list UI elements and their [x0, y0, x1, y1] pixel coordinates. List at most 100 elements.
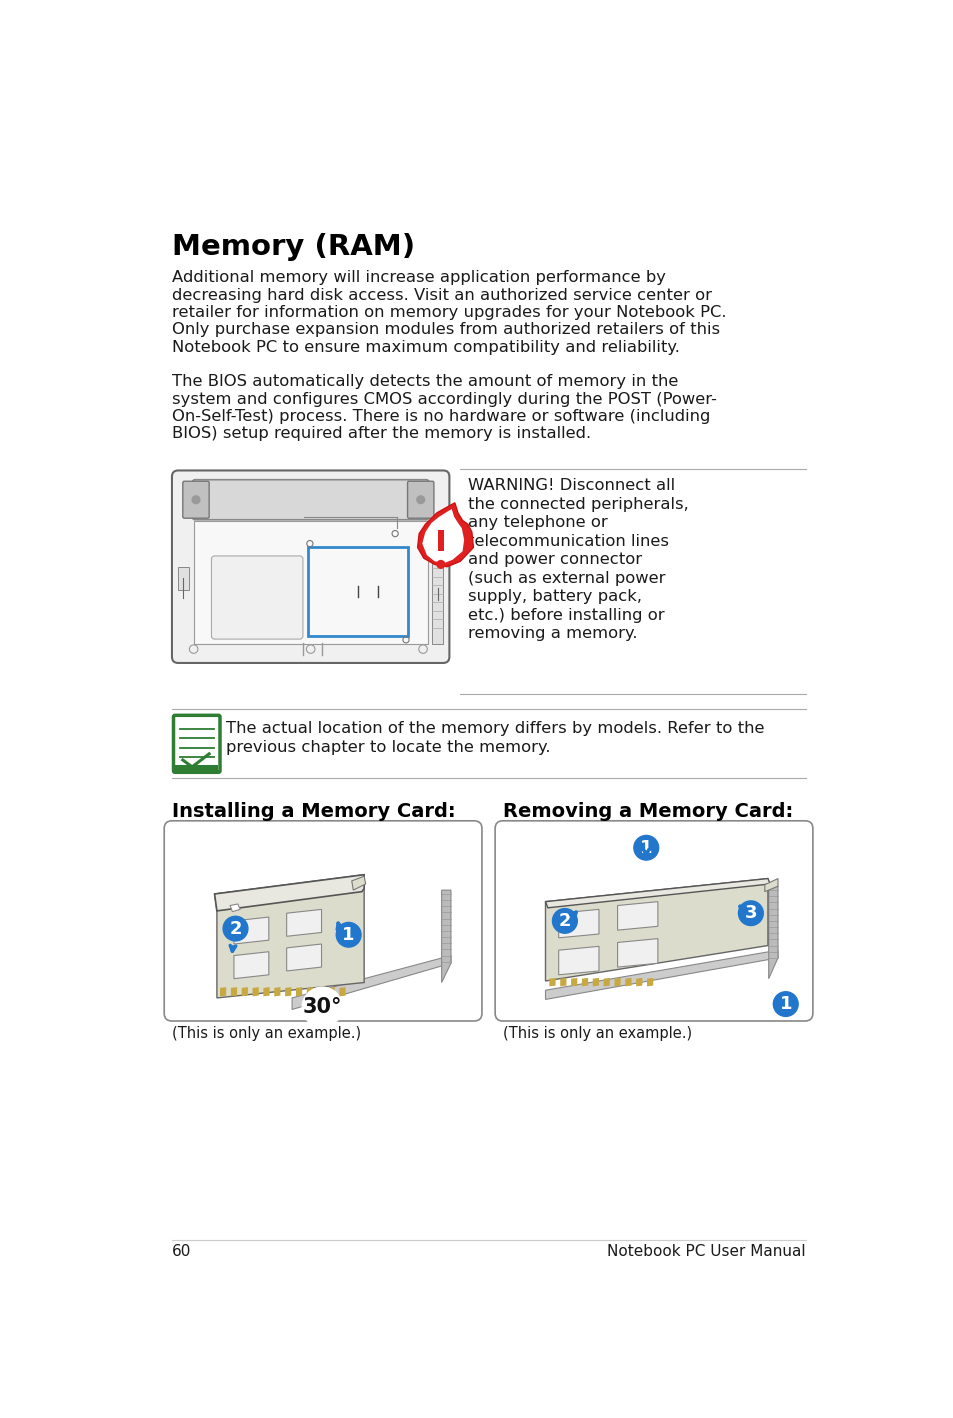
Text: (This is only an example.): (This is only an example.) [502, 1027, 691, 1041]
Polygon shape [646, 978, 653, 987]
Polygon shape [441, 891, 451, 983]
Circle shape [738, 900, 762, 926]
FancyBboxPatch shape [173, 715, 220, 773]
Polygon shape [636, 978, 641, 987]
Text: 1: 1 [779, 995, 791, 1012]
Circle shape [223, 916, 248, 942]
Circle shape [335, 923, 360, 947]
Polygon shape [545, 879, 769, 908]
Text: WARNING! Disconnect all: WARNING! Disconnect all [468, 478, 675, 493]
Text: system and configures CMOS accordingly during the POST (Power-: system and configures CMOS accordingly d… [172, 391, 716, 407]
Text: On-Self-Test) process. There is no hardware or software (including: On-Self-Test) process. There is no hardw… [172, 408, 710, 424]
Text: supply, battery pack,: supply, battery pack, [468, 588, 641, 604]
Circle shape [416, 496, 424, 503]
Text: retailer for information on memory upgrades for your Notebook PC.: retailer for information on memory upgra… [172, 305, 725, 320]
FancyBboxPatch shape [172, 471, 449, 664]
Polygon shape [292, 956, 451, 1010]
Bar [174, 766, 218, 771]
Text: removing a memory.: removing a memory. [468, 625, 637, 641]
Polygon shape [549, 978, 555, 987]
Polygon shape [545, 879, 767, 981]
Polygon shape [295, 987, 302, 997]
Text: any telephone or: any telephone or [468, 515, 607, 530]
FancyBboxPatch shape [212, 556, 303, 640]
Text: and power connector: and power connector [468, 552, 641, 567]
Text: 60: 60 [172, 1245, 192, 1259]
Text: 1: 1 [342, 926, 355, 944]
Polygon shape [230, 903, 240, 912]
Circle shape [192, 496, 199, 503]
Text: etc.) before installing or: etc.) before installing or [468, 607, 664, 623]
Polygon shape [233, 917, 269, 944]
Text: Notebook PC User Manual: Notebook PC User Manual [607, 1245, 805, 1259]
Polygon shape [307, 987, 313, 997]
Polygon shape [581, 978, 587, 987]
Bar [307, 547, 408, 637]
Text: decreasing hard disk access. Visit an authorized service center or: decreasing hard disk access. Visit an au… [172, 288, 711, 302]
Polygon shape [328, 987, 335, 997]
Polygon shape [286, 944, 321, 971]
FancyBboxPatch shape [183, 481, 209, 518]
Circle shape [633, 835, 658, 861]
Polygon shape [617, 939, 658, 967]
Bar [437, 530, 443, 552]
Text: Notebook PC to ensure maximum compatibility and reliability.: Notebook PC to ensure maximum compatibil… [172, 339, 679, 354]
Text: Removing a Memory Card:: Removing a Memory Card: [502, 801, 792, 821]
Polygon shape [352, 876, 365, 891]
Text: telecommunication lines: telecommunication lines [468, 533, 668, 549]
Text: Memory (RAM): Memory (RAM) [172, 234, 415, 261]
Text: The BIOS automatically detects the amount of memory in the: The BIOS automatically detects the amoun… [172, 374, 678, 389]
Polygon shape [558, 909, 598, 937]
Text: BIOS) setup required after the memory is installed.: BIOS) setup required after the memory is… [172, 427, 591, 441]
Text: Only purchase expansion modules from authorized retailers of this: Only purchase expansion modules from aut… [172, 322, 720, 337]
Circle shape [773, 991, 798, 1017]
Polygon shape [603, 978, 609, 987]
Circle shape [436, 560, 444, 569]
Polygon shape [220, 987, 226, 997]
Text: 2: 2 [558, 912, 571, 930]
Polygon shape [286, 909, 321, 936]
Polygon shape [764, 879, 778, 892]
Text: 3: 3 [744, 905, 757, 922]
Text: Installing a Memory Card:: Installing a Memory Card: [172, 801, 456, 821]
Polygon shape [571, 978, 577, 987]
Text: 1: 1 [639, 839, 652, 856]
Polygon shape [241, 987, 248, 997]
Text: 30°: 30° [302, 997, 342, 1017]
Text: previous chapter to locate the memory.: previous chapter to locate the memory. [226, 740, 550, 754]
Polygon shape [559, 978, 566, 987]
Text: Additional memory will increase application performance by: Additional memory will increase applicat… [172, 271, 665, 285]
Text: (such as external power: (such as external power [468, 570, 665, 586]
Polygon shape [339, 987, 345, 997]
Polygon shape [214, 875, 364, 998]
Polygon shape [617, 902, 658, 930]
Polygon shape [624, 978, 631, 987]
FancyBboxPatch shape [192, 479, 429, 520]
Text: The actual location of the memory differs by models. Refer to the: The actual location of the memory differ… [226, 722, 764, 736]
FancyBboxPatch shape [495, 821, 812, 1021]
Polygon shape [233, 951, 269, 978]
Polygon shape [285, 987, 291, 997]
Text: 2: 2 [229, 920, 241, 937]
Polygon shape [317, 987, 323, 997]
Circle shape [302, 987, 342, 1027]
Polygon shape [592, 978, 598, 987]
Polygon shape [417, 503, 473, 567]
Polygon shape [768, 886, 778, 978]
Polygon shape [545, 950, 778, 1000]
Polygon shape [231, 987, 236, 997]
Polygon shape [263, 987, 270, 997]
Text: (This is only an example.): (This is only an example.) [172, 1027, 360, 1041]
Polygon shape [274, 987, 280, 997]
Bar [193, 520, 427, 644]
Bar [432, 543, 443, 644]
Polygon shape [422, 509, 464, 563]
Polygon shape [558, 946, 598, 974]
Circle shape [552, 909, 577, 933]
Bar [178, 567, 189, 590]
Text: the connected peripherals,: the connected peripherals, [468, 496, 688, 512]
Polygon shape [253, 987, 258, 997]
FancyBboxPatch shape [407, 481, 434, 518]
Polygon shape [614, 978, 620, 987]
Polygon shape [214, 875, 364, 910]
